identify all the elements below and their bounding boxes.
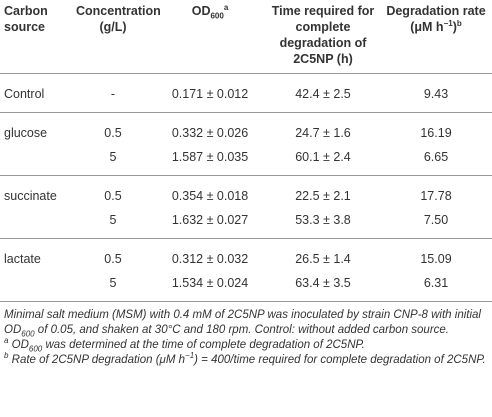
table-cell: 22.5 ± 2.1 (295, 189, 351, 203)
text-segment: a (223, 2, 229, 12)
text-segment: Carbon source (4, 4, 48, 34)
footnote: a OD600 was determined at the time of co… (4, 336, 488, 354)
table-cell: 5 (72, 271, 154, 302)
footnote: Minimal salt medium (MSM) with 0.4 mM of… (4, 308, 488, 338)
column-header: Carbon source (0, 0, 72, 74)
table-cell: 7.50 (380, 208, 492, 239)
text-segment: 600 (21, 329, 35, 339)
column-header: OD600a (154, 0, 266, 74)
table-cell: 26.5 ± 1.4 (295, 252, 351, 266)
table-cell: 24.7 ± 1.6 (295, 126, 351, 140)
data-table: Carbon source Concentration (g/L) OD600a Ti… (0, 0, 492, 302)
carbon-source: succinate (4, 189, 57, 203)
table-cell: 16.19 (420, 126, 452, 140)
text-segment: b (456, 18, 462, 28)
table-cell: 17.78 (420, 189, 452, 203)
table-cell: 0.354 ± 0.018 (171, 189, 249, 203)
table-cell: 5 (72, 208, 154, 239)
table-cell: 15.09 (420, 252, 452, 266)
table-cell: 63.4 ± 3.5 (266, 271, 380, 302)
table-cell: 6.65 (380, 145, 492, 176)
table-cell: - (72, 73, 154, 113)
table-cell: 0.332 ± 0.026 (171, 126, 249, 140)
table-body: Control -0.171 ± 0.012 42.4 ± 2.5 9.43 gluco… (0, 73, 492, 302)
text-segment: a (4, 336, 9, 346)
text-segment: −1 (443, 18, 453, 28)
table-row: Control -0.171 ± 0.012 42.4 ± 2.5 9.43 (0, 73, 492, 113)
table-cell: 0.5 (104, 126, 122, 140)
footnote: b Rate of 2C5NP degradation (μM h−1) = 4… (4, 351, 488, 368)
text-segment: was determined at the time of complete d… (42, 339, 365, 351)
table-cell: 1.534 ± 0.024 (154, 271, 266, 302)
table-cell: 53.3 ± 3.8 (266, 208, 380, 239)
carbon-source (0, 271, 72, 302)
table-cell: 1.632 ± 0.027 (154, 208, 266, 239)
text-segment: Rate of 2C5NP degradation (μM h (8, 354, 186, 366)
carbon-source: lactate (4, 252, 41, 266)
table-row: succinate 0.5 0.354 ± 0.018 22.5 ± 2.1 17.78 (0, 176, 492, 209)
table-header: Carbon source Concentration (g/L) OD600a Ti… (0, 0, 492, 74)
carbon-source (0, 145, 72, 176)
column-header: Concentration (g/L) (72, 0, 161, 74)
text-segment: −1 (185, 351, 195, 361)
table-cell: 60.1 ± 2.4 (266, 145, 380, 176)
text-segment: Concentration (g/L) (76, 4, 161, 34)
text-segment: OD (191, 4, 211, 18)
table-cell: 5 (72, 145, 154, 176)
table-row: 5 1.587 ± 0.035 60.1 ± 2.4 6.65 (0, 145, 492, 176)
footnotes: Minimal salt medium (MSM) with 0.4 mM of… (0, 302, 492, 368)
text-segment: Minimal salt medium (MSM) with 0.4 mM of… (4, 309, 481, 336)
text-segment: of 0.05, and shaken at 30°C and 180 rpm.… (34, 324, 449, 336)
table-cell: 9.43 (380, 73, 492, 113)
text-segment: ) (452, 20, 457, 34)
table-row: 5 1.534 ± 0.024 63.4 ± 3.5 6.31 (0, 271, 492, 302)
text-segment: 600 (210, 11, 224, 21)
table-cell: 1.587 ± 0.035 (154, 145, 266, 176)
table-cell: 42.4 ± 2.5 (266, 73, 380, 113)
table-row: glucose 0.5 0.332 ± 0.026 24.7 ± 1.6 16.19 (0, 113, 492, 146)
text-segment: OD (8, 339, 29, 351)
table-cell: 0.5 (104, 189, 122, 203)
table-cell: 0.312 ± 0.032 (171, 252, 249, 266)
column-header: Degradation rate (μM h−1)b (380, 0, 492, 74)
text-segment: b (4, 351, 9, 361)
carbon-source (0, 208, 72, 239)
table-cell: 0.171 ± 0.012 (154, 73, 266, 113)
header-row: Carbon source Concentration (g/L) OD600a Ti… (0, 0, 492, 74)
text-segment: Time required for complete degradation o… (271, 4, 375, 66)
table-cell: 0.5 (104, 252, 122, 266)
carbon-source: glucose (4, 126, 48, 140)
carbon-source: Control (0, 73, 72, 113)
text-segment: ) = 400/time required for complete degra… (194, 354, 486, 366)
text-segment: Degradation rate (μM h (386, 4, 486, 34)
table-cell: 6.31 (380, 271, 492, 302)
table-row: lactate 0.5 0.312 ± 0.032 26.5 ± 1.4 15.09 (0, 239, 492, 272)
text-segment: 600 (28, 344, 43, 354)
column-header: Time required for complete degradation o… (266, 0, 380, 74)
table-row: 5 1.632 ± 0.027 53.3 ± 3.8 7.50 (0, 208, 492, 239)
